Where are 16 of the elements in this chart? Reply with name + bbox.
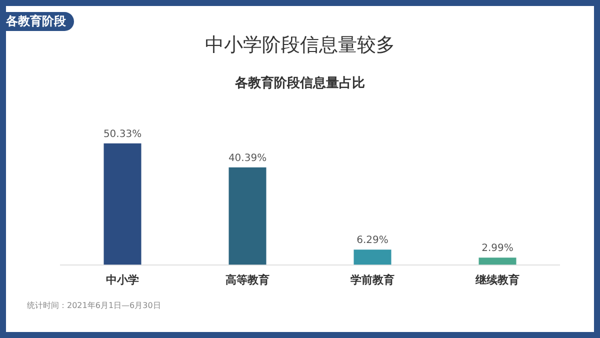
bar: [354, 250, 392, 265]
data-label: 6.29%: [356, 235, 388, 246]
bar: [478, 258, 516, 265]
chart-title: 中小学阶段信息量较多: [204, 33, 396, 58]
x-tick-label: 继续教育: [474, 273, 520, 286]
x-tick-label: 高等教育: [226, 273, 270, 286]
data-label: 50.33%: [103, 128, 142, 140]
bar: [104, 143, 142, 265]
x-tick-label: 中小学: [106, 273, 139, 286]
chart-subtitle: 各教育阶段信息量占比: [234, 74, 366, 92]
data-label: 2.99%: [482, 243, 514, 254]
data-label: 40.39%: [228, 152, 267, 164]
text: 统计时间：2021年6月1日—6月30日: [27, 300, 161, 311]
bar: [228, 167, 266, 265]
text: 各教育阶段: [2, 12, 74, 31]
x-tick-label: 学前教育: [350, 273, 394, 286]
